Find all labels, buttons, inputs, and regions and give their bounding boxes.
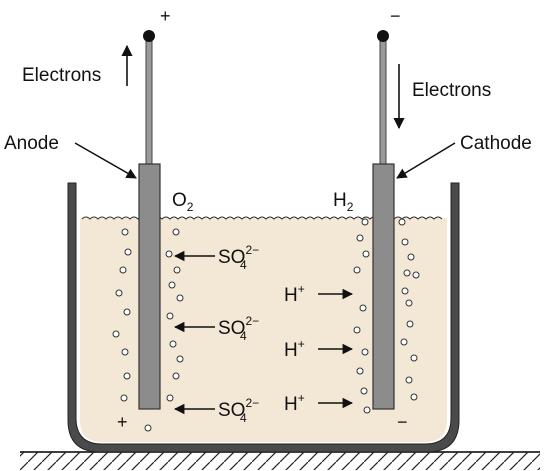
cathode-pointer-arrow (396, 142, 456, 179)
container (67, 182, 460, 453)
cathode-bubbles (353, 218, 420, 414)
hydrogen-ion-label: H+ (284, 391, 305, 415)
hydrogen-ion-label: H+ (284, 282, 305, 306)
cathode-electrons-label: Electrons (412, 80, 491, 101)
floor (20, 451, 540, 470)
cathode-polarity-sign: − (397, 412, 408, 432)
anode-terminal (143, 30, 155, 42)
oxygen-label: O2 (172, 190, 194, 214)
anode-label: Anode (4, 133, 59, 154)
cathode-lead (379, 37, 387, 165)
hydrogen-gas-label: H2 (333, 190, 354, 214)
electrolyte (80, 218, 447, 442)
anode-terminal-sign: + (160, 6, 171, 26)
cathode-label: Cathode (460, 133, 532, 154)
anode-electrons-label: Electrons (22, 65, 101, 86)
sulfate-ion-label: SO2− 4 (218, 314, 259, 343)
hydrogen-ion-label: H+ (284, 337, 305, 361)
anode-pointer-arrow (74, 142, 137, 179)
anode-electrode (138, 163, 161, 410)
cathode-terminal-sign: − (390, 6, 401, 26)
cathode-electrode (372, 163, 395, 410)
anode-bubbles (112, 228, 184, 432)
sulfate-ion-label: SO2− 4 (218, 243, 259, 272)
sulfate-ion-label: SO2− 4 (218, 396, 259, 425)
anode-polarity-sign: + (117, 412, 128, 432)
cathode-terminal (377, 30, 389, 42)
anode-lead (145, 37, 153, 165)
